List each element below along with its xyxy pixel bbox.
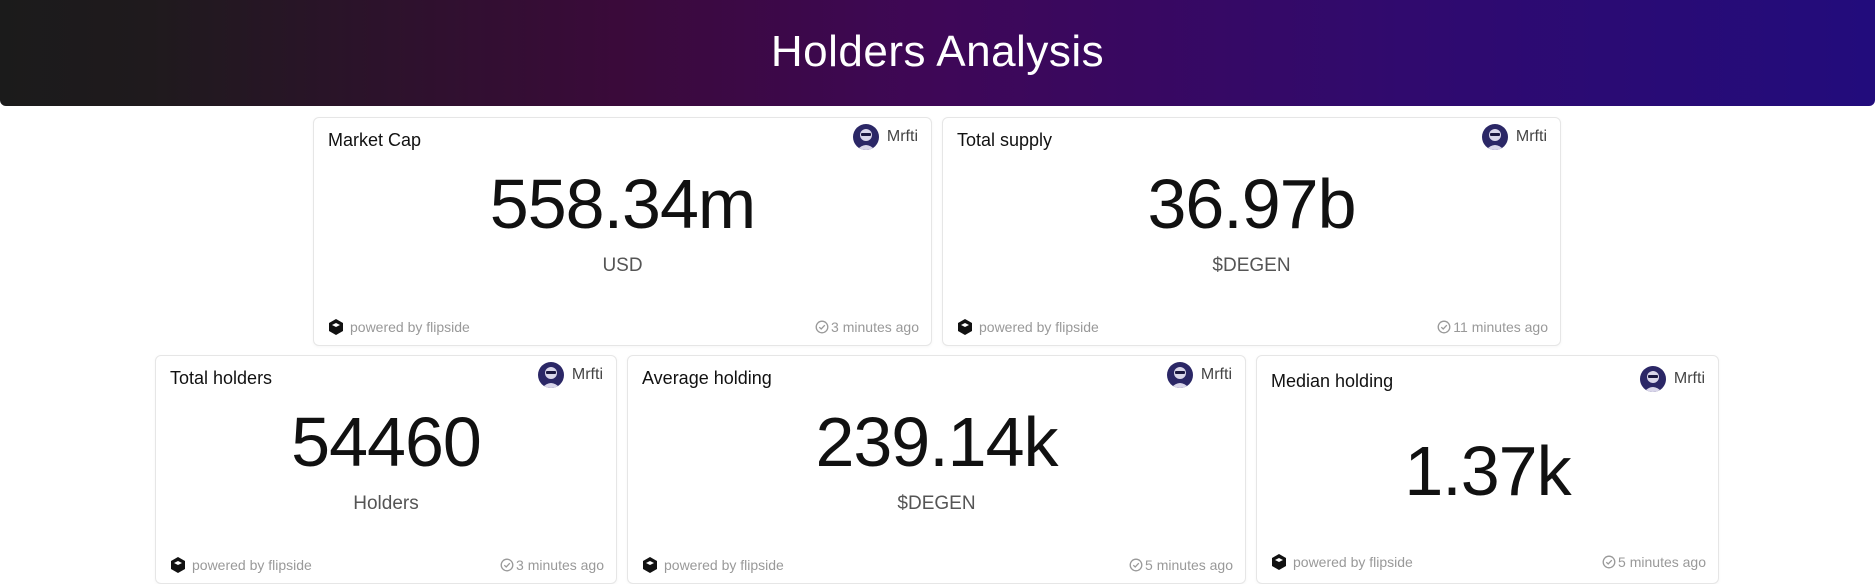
metric-value: 1.37k bbox=[1404, 432, 1571, 510]
user-avatar-icon bbox=[852, 124, 879, 150]
flipside-logo-icon bbox=[328, 319, 344, 335]
user-avatar-icon bbox=[1481, 124, 1508, 150]
market-cap-card[interactable]: Market Cap Mrfti 558.34m USD powered by … bbox=[313, 117, 932, 346]
author-name: Mrfti bbox=[1515, 128, 1547, 145]
flipside-logo-icon bbox=[170, 557, 186, 573]
updated-label: 5 minutes ago bbox=[1145, 557, 1233, 573]
flipside-logo-icon bbox=[642, 557, 658, 573]
last-updated: 5 minutes ago bbox=[1129, 557, 1233, 573]
average-holding-card[interactable]: Average holding Mrfti 239.14k $DEGEN pow… bbox=[627, 355, 1246, 584]
powered-by-link[interactable]: powered by flipside bbox=[957, 319, 1099, 335]
powered-by-link[interactable]: powered by flipside bbox=[328, 319, 470, 335]
last-updated: 3 minutes ago bbox=[500, 557, 604, 573]
last-updated: 3 minutes ago bbox=[815, 319, 919, 335]
updated-label: 5 minutes ago bbox=[1618, 554, 1706, 570]
powered-by-link[interactable]: powered by flipside bbox=[170, 557, 312, 573]
check-circle-icon bbox=[1602, 555, 1616, 569]
total-supply-card[interactable]: Total supply Mrfti 36.97b $DEGEN powered… bbox=[942, 117, 1561, 346]
metric-value: 239.14k bbox=[815, 403, 1058, 481]
page-title: Holders Analysis bbox=[770, 27, 1105, 76]
author-name: Mrfti bbox=[886, 128, 918, 145]
metric-unit: $DEGEN bbox=[897, 493, 976, 514]
total-holders-card[interactable]: Total holders Mrfti 54460 Holders powere… bbox=[155, 355, 617, 584]
dashboard-header: Holders Analysis bbox=[0, 0, 1875, 106]
card-title: Median holding bbox=[1271, 371, 1394, 391]
card-title: Total supply bbox=[957, 130, 1053, 150]
last-updated: 11 minutes ago bbox=[1437, 319, 1548, 335]
metric-value: 558.34m bbox=[489, 165, 756, 243]
user-avatar-icon bbox=[537, 362, 564, 388]
author-link[interactable]: Mrfti bbox=[852, 124, 918, 150]
author-link[interactable]: Mrfti bbox=[1166, 362, 1232, 388]
flipside-logo-icon bbox=[1271, 554, 1287, 570]
updated-label: 3 minutes ago bbox=[831, 319, 919, 335]
powered-by-label: powered by flipside bbox=[979, 319, 1099, 335]
author-name: Mrfti bbox=[1200, 366, 1232, 383]
powered-by-label: powered by flipside bbox=[192, 557, 312, 573]
powered-by-label: powered by flipside bbox=[350, 319, 470, 335]
metric-unit: $DEGEN bbox=[1212, 255, 1291, 276]
author-link[interactable]: Mrfti bbox=[537, 362, 603, 388]
check-circle-icon bbox=[1129, 558, 1143, 572]
median-holding-card[interactable]: Median holding Mrfti 1.37k powered by fl… bbox=[1256, 355, 1719, 584]
author-link[interactable]: Mrfti bbox=[1481, 124, 1547, 150]
user-avatar-icon bbox=[1639, 366, 1666, 392]
metric-value: 36.97b bbox=[1147, 165, 1356, 243]
user-avatar-icon bbox=[1166, 362, 1193, 388]
metric-value: 54460 bbox=[291, 403, 482, 481]
metric-unit: USD bbox=[602, 255, 643, 276]
card-title: Total holders bbox=[170, 368, 273, 388]
metric-unit: Holders bbox=[353, 493, 419, 514]
updated-label: 11 minutes ago bbox=[1453, 319, 1548, 335]
powered-by-link[interactable]: powered by flipside bbox=[642, 557, 784, 573]
flipside-logo-icon bbox=[957, 319, 973, 335]
powered-by-link[interactable]: powered by flipside bbox=[1271, 554, 1413, 570]
updated-label: 3 minutes ago bbox=[516, 557, 604, 573]
powered-by-label: powered by flipside bbox=[1293, 554, 1413, 570]
last-updated: 5 minutes ago bbox=[1602, 554, 1706, 570]
author-name: Mrfti bbox=[571, 366, 603, 383]
card-title: Market Cap bbox=[328, 130, 422, 150]
check-circle-icon bbox=[500, 558, 514, 572]
powered-by-label: powered by flipside bbox=[664, 557, 784, 573]
check-circle-icon bbox=[815, 320, 829, 334]
author-link[interactable]: Mrfti bbox=[1639, 366, 1705, 392]
card-title: Average holding bbox=[642, 368, 772, 388]
check-circle-icon bbox=[1437, 320, 1451, 334]
author-name: Mrfti bbox=[1673, 370, 1705, 387]
